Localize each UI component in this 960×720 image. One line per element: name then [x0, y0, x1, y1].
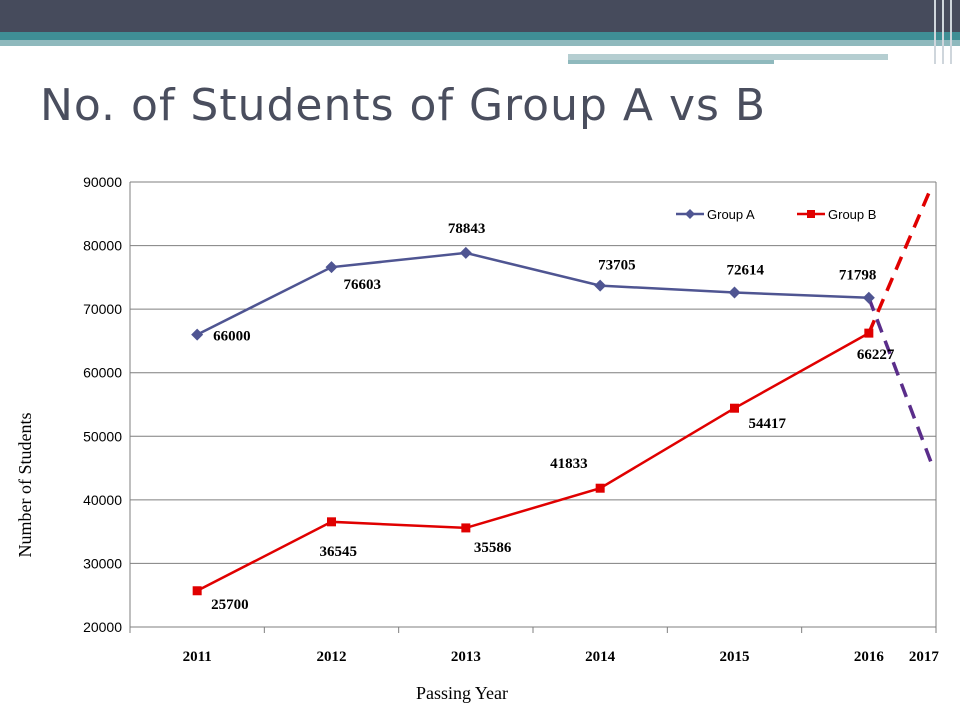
- point-group-a-2011: [191, 328, 204, 341]
- chart-data-labels: 66000 76603 78843 73705 72614 71798 25700 36545…: [211, 221, 895, 613]
- data-label-group-a-2016: 71798: [839, 268, 877, 284]
- y-tick-label-80000: 80000: [83, 238, 122, 254]
- point-group-a-2013: [459, 246, 472, 259]
- data-label-group-a-2014: 73705: [598, 258, 636, 274]
- chart-axes: 20000 30000 40000 50000 60000 70000 80000 90000…: [83, 174, 939, 665]
- data-label-group-b-2014: 41833: [550, 456, 588, 472]
- data-label-group-a-2015: 72614: [727, 263, 765, 279]
- chart-legend: Group A Group B: [676, 207, 876, 222]
- x-tick-label-2014: 2014: [585, 649, 616, 665]
- series-line-group-a: [196, 251, 869, 336]
- data-label-group-a-2012: 76603: [344, 277, 382, 293]
- header-edge-line: [950, 0, 952, 64]
- legend-marker-group-a: [685, 209, 695, 219]
- y-tick-label-30000: 30000: [83, 555, 122, 571]
- chart-gridlines: [130, 181, 936, 628]
- point-group-a-2015: [728, 286, 741, 299]
- point-group-a-2014: [594, 279, 607, 292]
- y-tick-label-70000: 70000: [83, 301, 122, 317]
- projection-line-group-a: [867, 297, 933, 463]
- y-tick-label-20000: 20000: [83, 619, 122, 635]
- point-group-b-2012: [327, 517, 336, 527]
- header-edge-line: [934, 0, 936, 64]
- header-teal-stripe: [0, 32, 960, 40]
- point-group-b-2015: [730, 403, 739, 413]
- header-accent-line-short: [568, 60, 774, 64]
- x-tick-label-2016: 2016: [854, 649, 885, 665]
- data-label-group-b-2013: 35586: [474, 540, 512, 556]
- x-tick-label-2013: 2013: [451, 649, 481, 665]
- point-group-b-2013: [461, 523, 471, 533]
- point-group-a-2016: [862, 291, 875, 304]
- series-line-group-b: [196, 332, 870, 592]
- x-tick-label-2011: 2011: [183, 649, 212, 665]
- projection-line-group-b: [867, 187, 933, 334]
- x-axis-label: Passing Year: [416, 683, 508, 703]
- data-label-group-b-2011: 25700: [211, 597, 249, 613]
- slide-title: No. of Students of Group A vs B: [40, 80, 767, 131]
- data-label-group-b-2015: 54417: [749, 416, 787, 432]
- point-group-a-2012: [325, 261, 338, 274]
- legend-marker-group-b: [807, 210, 815, 218]
- data-label-group-b-2012: 36545: [320, 544, 358, 560]
- point-group-b-2014: [595, 483, 605, 493]
- chart-series: [191, 187, 933, 596]
- data-label-group-a-2011: 66000: [213, 329, 251, 345]
- header-edge-line: [942, 0, 944, 64]
- line-chart: 20000 30000 40000 50000 60000 70000 80000 90000…: [15, 174, 939, 703]
- legend-label-group-b: Group B: [828, 207, 876, 222]
- x-tick-label-2017: 2017: [909, 649, 940, 665]
- y-axis-label: Number of Students: [15, 413, 35, 558]
- point-group-b-2011: [192, 586, 202, 596]
- x-tick-label-2012: 2012: [317, 649, 347, 665]
- y-tick-label-50000: 50000: [83, 428, 122, 444]
- header-accent-line: [568, 54, 888, 60]
- header-white-line: [568, 46, 960, 50]
- point-group-b-2016: [864, 328, 874, 338]
- y-tick-label-40000: 40000: [83, 492, 122, 508]
- header-light-stripe: [0, 40, 960, 46]
- x-tick-label-2015: 2015: [720, 649, 750, 665]
- legend-label-group-a: Group A: [707, 207, 755, 222]
- y-tick-label-60000: 60000: [83, 365, 122, 381]
- header-band: [0, 0, 960, 64]
- y-tick-label-90000: 90000: [83, 174, 122, 190]
- data-label-group-b-2016: 66227: [857, 347, 895, 363]
- data-label-group-a-2013: 78843: [448, 221, 486, 237]
